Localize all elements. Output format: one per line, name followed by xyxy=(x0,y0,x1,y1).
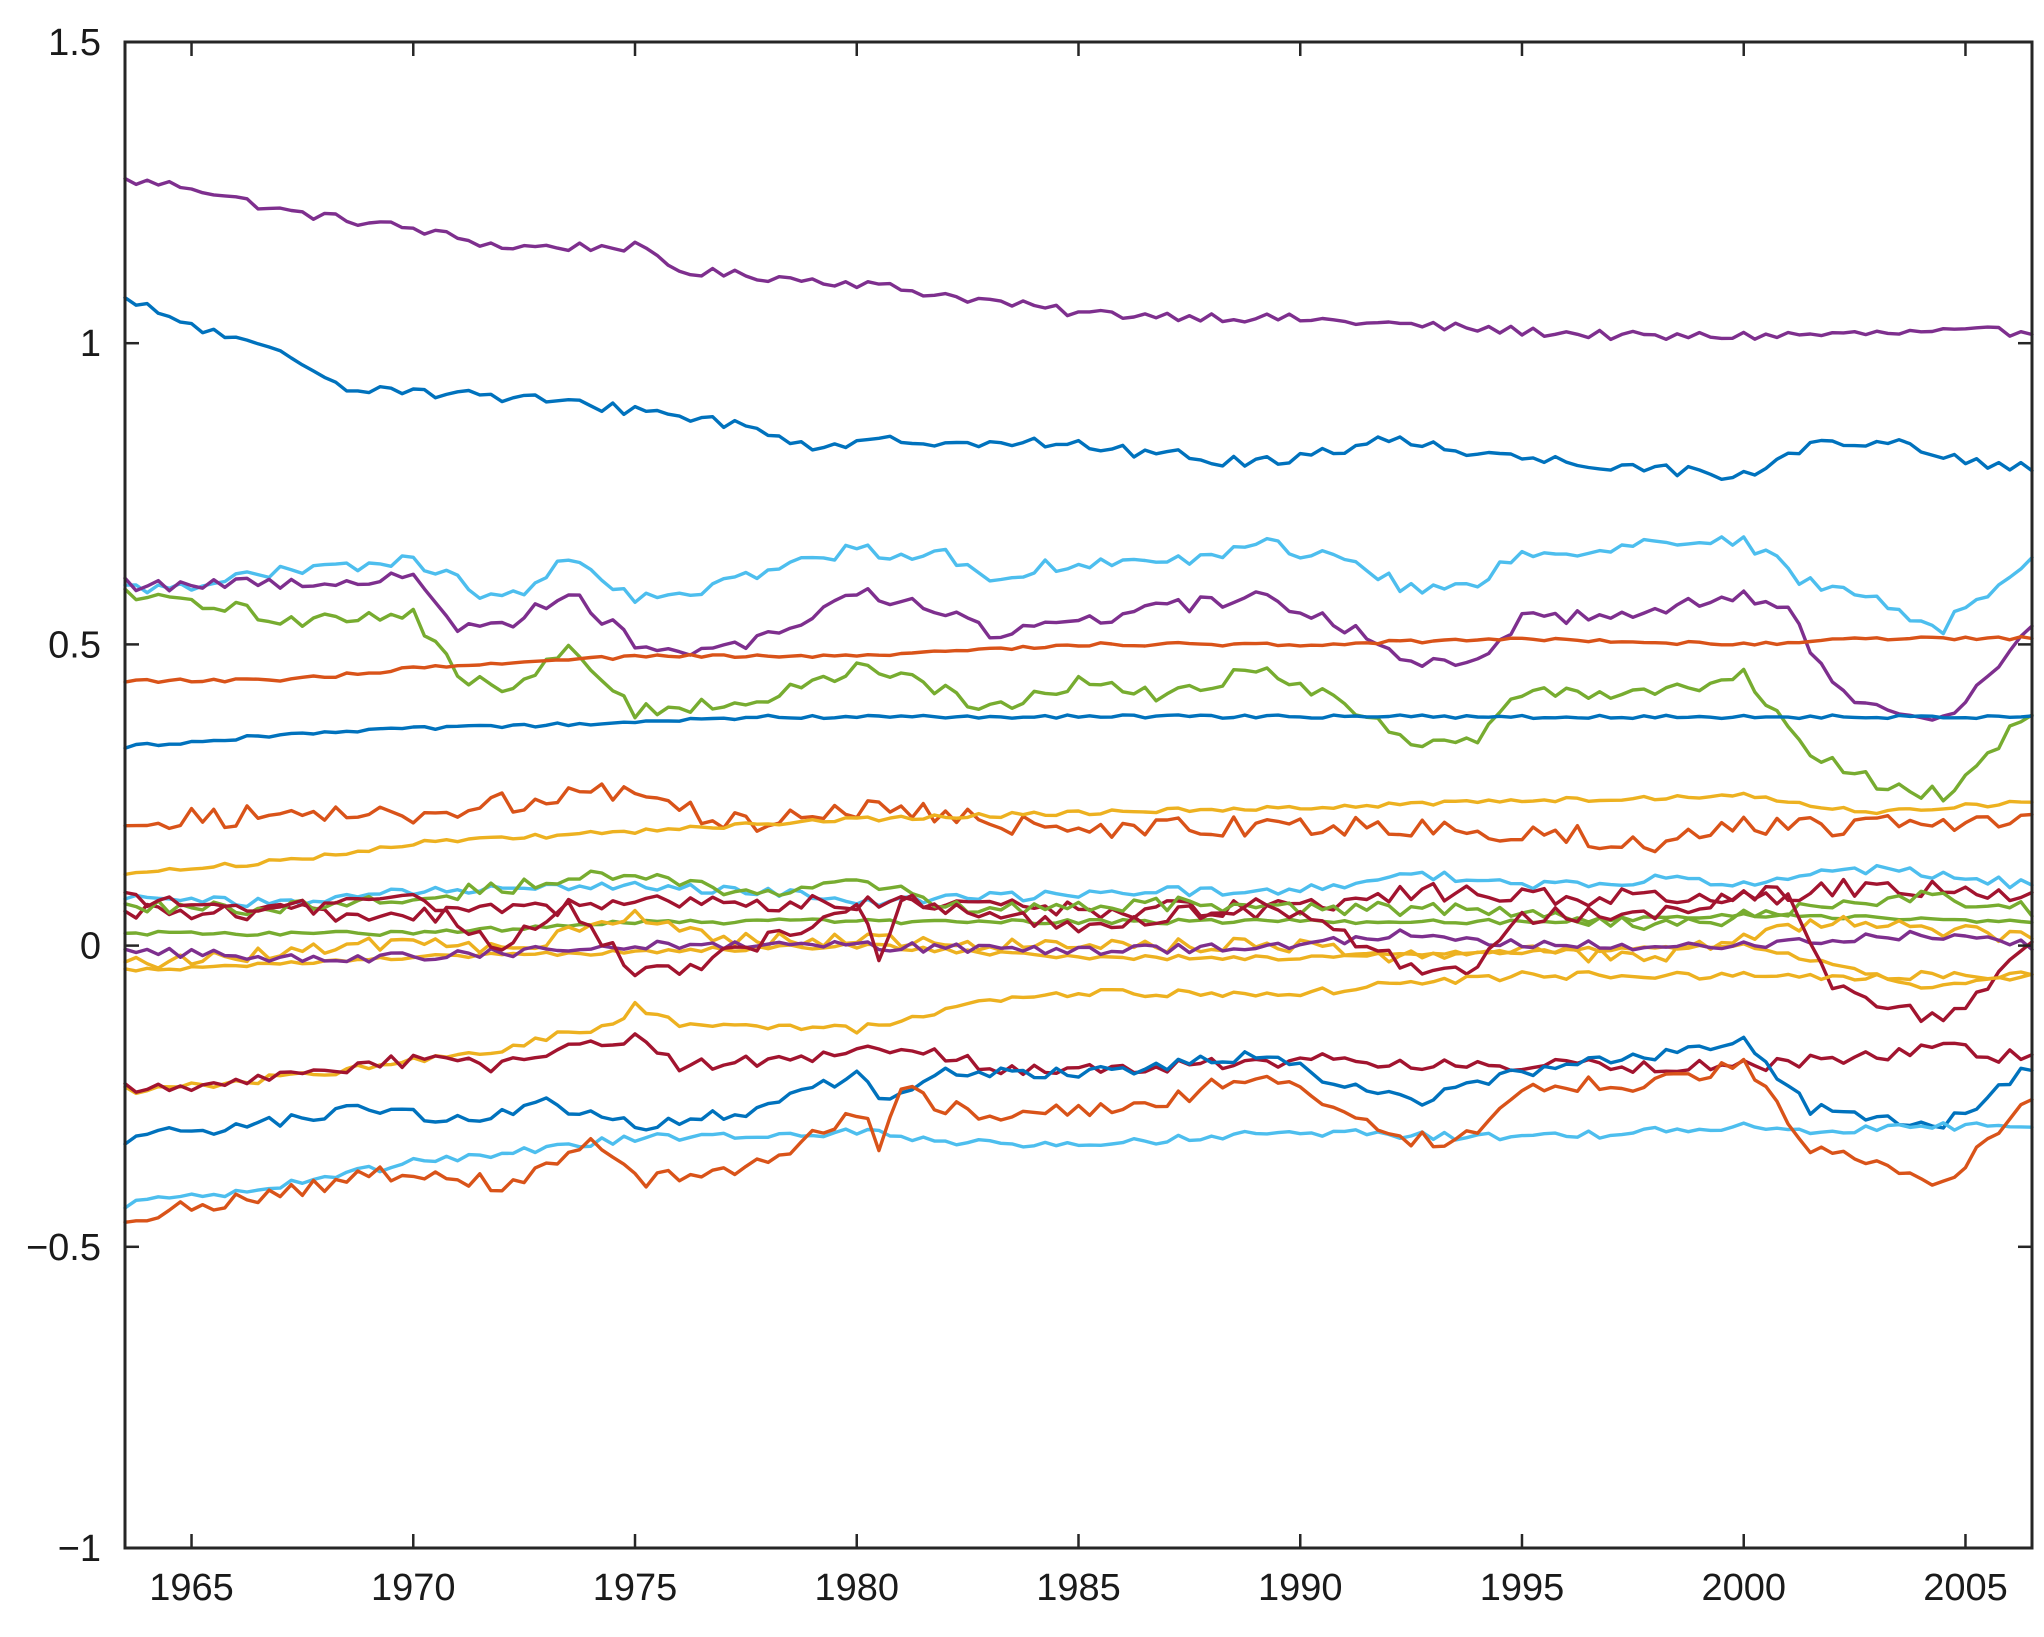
series-line-5 xyxy=(123,587,2034,803)
series-line-4 xyxy=(123,571,2034,722)
series-line-22 xyxy=(123,1057,2034,1225)
y-tick-label: 0 xyxy=(80,926,101,968)
series-line-3 xyxy=(123,535,2034,636)
series-line-17 xyxy=(123,889,2034,1024)
series-line-15 xyxy=(123,942,2034,990)
series-line-16 xyxy=(123,928,2034,964)
series-line-2 xyxy=(123,295,2034,481)
y-tick-label: 1 xyxy=(80,323,101,365)
x-tick-label: 1975 xyxy=(593,1567,678,1609)
series-line-12 xyxy=(123,869,2034,932)
y-tick-label: 1.5 xyxy=(48,22,101,64)
series-line-21 xyxy=(123,1121,2034,1210)
x-tick-label: 1990 xyxy=(1258,1567,1343,1609)
series-line-7 xyxy=(123,713,2034,750)
series-line-20 xyxy=(123,1035,2034,1146)
series-line-19 xyxy=(123,1032,2034,1094)
x-tick-label: 2000 xyxy=(1701,1567,1786,1609)
x-axis-ticks: 1965 1970 1975 1980 1985 1990 1995 2000 2005 xyxy=(149,42,2008,1609)
series-line-9 xyxy=(123,791,2034,877)
y-tick-label: −1 xyxy=(58,1528,101,1570)
series-line-10 xyxy=(123,863,2034,909)
series-line-13 xyxy=(123,912,2034,938)
series-line-1 xyxy=(123,176,2034,342)
series-line-6 xyxy=(123,635,2034,684)
x-tick-label: 1965 xyxy=(149,1567,234,1609)
series-layer xyxy=(123,176,2034,1225)
x-tick-label: 1970 xyxy=(371,1567,456,1609)
y-axis-ticks: −1 −0.5 0 0.5 1 1.5 xyxy=(26,22,2032,1570)
x-tick-label: 2005 xyxy=(1923,1567,2008,1609)
x-tick-label: 1985 xyxy=(1036,1567,1121,1609)
y-tick-label: 0.5 xyxy=(48,624,101,666)
x-tick-label: 1995 xyxy=(1480,1567,1565,1609)
series-line-8 xyxy=(123,782,2034,854)
x-tick-label: 1980 xyxy=(814,1567,899,1609)
y-tick-label: −0.5 xyxy=(26,1227,101,1269)
